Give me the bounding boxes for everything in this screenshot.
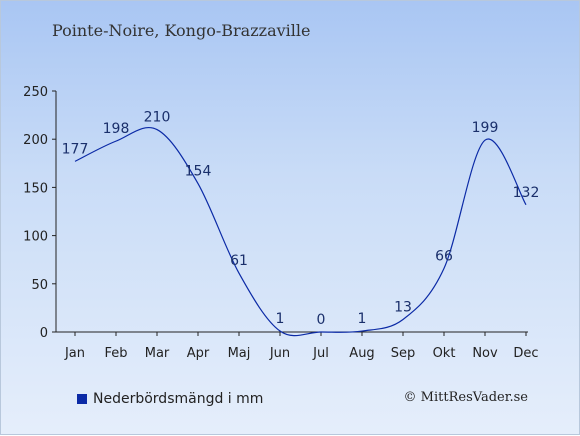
x-tick-label: Jul (312, 346, 329, 361)
x-tick-label: Feb (104, 346, 127, 361)
data-label: 1 (276, 311, 285, 327)
x-tick-label: Mar (145, 346, 170, 361)
x-tick-label: Apr (187, 346, 210, 361)
data-label: 198 (103, 121, 130, 137)
data-label: 154 (185, 164, 212, 180)
y-tick-label: 150 (23, 181, 48, 196)
y-tick-label: 200 (23, 133, 48, 148)
legend-swatch (77, 394, 87, 404)
credit-text: © MittResVader.se (403, 390, 528, 405)
y-tick-label: 100 (23, 230, 48, 245)
y-tick-label: 250 (23, 85, 48, 100)
data-label: 13 (394, 299, 412, 315)
x-tick-label: Aug (349, 346, 374, 361)
data-label: 1 (358, 311, 367, 327)
chart-title: Pointe-Noire, Kongo-Brazzaville (52, 21, 311, 40)
legend-label: Nederbördsmängd i mm (93, 391, 264, 407)
x-tick-label: Okt (433, 346, 456, 361)
data-label: 0 (317, 312, 326, 328)
data-label: 210 (144, 110, 171, 126)
data-label: 132 (513, 185, 540, 201)
x-tick-label: Dec (513, 346, 538, 361)
y-tick-label: 0 (40, 326, 48, 341)
data-label: 199 (472, 120, 499, 136)
x-tick-label: Jan (64, 346, 85, 361)
data-label: 177 (62, 141, 89, 157)
data-label: 66 (435, 248, 453, 264)
legend: Nederbördsmängd i mm (77, 391, 263, 407)
series-line (74, 127, 527, 337)
x-tick-label: Maj (228, 346, 251, 361)
x-tick-label: Nov (472, 346, 498, 361)
data-label: 61 (230, 253, 248, 269)
y-tick-label: 50 (31, 278, 48, 293)
x-tick-label: Jun (269, 346, 290, 361)
x-tick-label: Sep (391, 346, 416, 361)
